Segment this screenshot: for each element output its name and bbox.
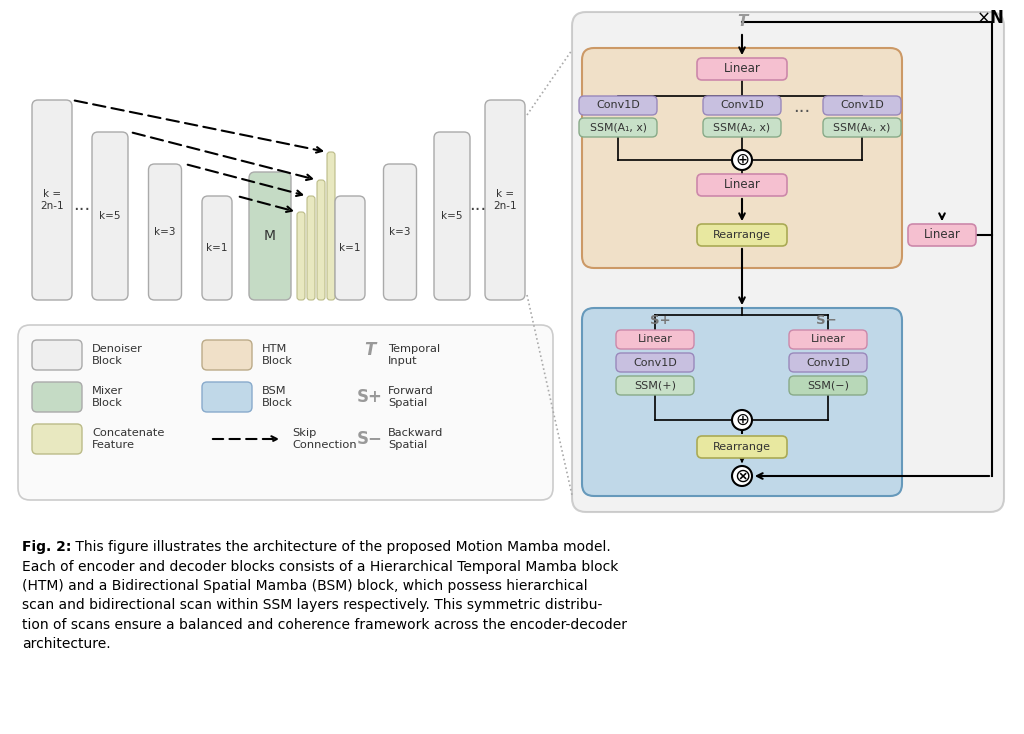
Text: k=5: k=5 (441, 211, 463, 221)
Text: SSM(A₁, x): SSM(A₁, x) (590, 123, 646, 133)
Text: architecture.: architecture. (22, 638, 111, 652)
FancyBboxPatch shape (697, 224, 787, 246)
FancyBboxPatch shape (572, 12, 1004, 512)
Circle shape (732, 410, 752, 430)
Text: This figure illustrates the architecture of the proposed Motion Mamba model.: This figure illustrates the architecture… (72, 540, 611, 554)
Text: S−: S− (357, 430, 383, 448)
FancyBboxPatch shape (616, 330, 694, 349)
FancyBboxPatch shape (202, 340, 252, 370)
FancyBboxPatch shape (249, 172, 291, 300)
FancyBboxPatch shape (384, 164, 417, 300)
Text: Concatenate
Feature: Concatenate Feature (92, 428, 165, 450)
FancyBboxPatch shape (327, 152, 335, 300)
Text: S+: S+ (649, 313, 671, 327)
FancyBboxPatch shape (434, 132, 470, 300)
Text: HTM
Block: HTM Block (262, 344, 293, 366)
Text: BSM
Block: BSM Block (262, 386, 293, 408)
FancyBboxPatch shape (616, 353, 694, 372)
Text: Linear: Linear (724, 62, 761, 76)
FancyBboxPatch shape (297, 212, 305, 300)
Text: ...: ... (74, 196, 91, 214)
Text: S+: S+ (357, 388, 383, 406)
Text: (HTM) and a Bidirectional Spatial Mamba (BSM) block, which possess hierarchical: (HTM) and a Bidirectional Spatial Mamba … (22, 579, 588, 593)
Text: SSM(+): SSM(+) (634, 380, 676, 390)
FancyBboxPatch shape (790, 376, 867, 395)
Text: tion of scans ensure a balanced and coherence framework across the encoder-decod: tion of scans ensure a balanced and cohe… (22, 618, 627, 632)
Text: Linear: Linear (924, 228, 961, 241)
FancyBboxPatch shape (32, 100, 72, 300)
Text: k=1: k=1 (339, 243, 360, 253)
FancyBboxPatch shape (703, 96, 781, 115)
Text: k=3: k=3 (389, 227, 411, 237)
FancyBboxPatch shape (317, 180, 325, 300)
Text: Fig. 2:: Fig. 2: (22, 540, 72, 554)
FancyBboxPatch shape (32, 424, 82, 454)
Text: scan and bidirectional scan within SSM layers respectively. This symmetric distr: scan and bidirectional scan within SSM l… (22, 598, 602, 612)
Text: Temporal
Input: Temporal Input (388, 344, 440, 366)
Circle shape (732, 150, 752, 170)
FancyBboxPatch shape (92, 132, 128, 300)
Text: Linear: Linear (811, 335, 846, 344)
FancyBboxPatch shape (485, 100, 525, 300)
FancyBboxPatch shape (579, 96, 657, 115)
Text: Denoiser
Block: Denoiser Block (92, 344, 143, 366)
FancyBboxPatch shape (18, 325, 553, 500)
FancyBboxPatch shape (582, 48, 902, 268)
Text: Skip
Connection: Skip Connection (292, 428, 356, 450)
Circle shape (732, 466, 752, 486)
Text: ...: ... (469, 196, 486, 214)
Text: Linear: Linear (638, 335, 673, 344)
FancyBboxPatch shape (307, 196, 315, 300)
Text: ⊕: ⊕ (735, 411, 749, 429)
Text: ...: ... (794, 98, 811, 116)
Text: SSM(A₂, x): SSM(A₂, x) (714, 123, 771, 133)
Text: k=5: k=5 (99, 211, 121, 221)
Text: Conv1D: Conv1D (840, 101, 884, 111)
FancyBboxPatch shape (790, 330, 867, 349)
Text: k =
2n-1: k = 2n-1 (40, 189, 63, 211)
Text: S−: S− (816, 313, 837, 327)
Text: SSM(Aₖ, x): SSM(Aₖ, x) (834, 123, 891, 133)
Text: k=3: k=3 (155, 227, 176, 237)
FancyBboxPatch shape (703, 118, 781, 137)
FancyBboxPatch shape (335, 196, 365, 300)
Text: Rearrange: Rearrange (713, 230, 771, 240)
Text: $\times$N: $\times$N (976, 9, 1005, 27)
Text: SSM(−): SSM(−) (807, 380, 849, 390)
FancyBboxPatch shape (823, 96, 901, 115)
Text: k=1: k=1 (206, 243, 227, 253)
FancyBboxPatch shape (790, 353, 867, 372)
FancyBboxPatch shape (579, 118, 657, 137)
FancyBboxPatch shape (616, 376, 694, 395)
FancyBboxPatch shape (202, 196, 232, 300)
FancyBboxPatch shape (697, 436, 787, 458)
Text: Conv1D: Conv1D (633, 357, 677, 368)
FancyBboxPatch shape (908, 224, 976, 246)
FancyBboxPatch shape (32, 340, 82, 370)
Text: Backward
Spatial: Backward Spatial (388, 428, 443, 450)
Text: ⊕: ⊕ (735, 151, 749, 169)
Text: Conv1D: Conv1D (806, 357, 850, 368)
Text: $\otimes$: $\otimes$ (734, 467, 751, 485)
FancyBboxPatch shape (202, 382, 252, 412)
Text: Conv1D: Conv1D (720, 101, 764, 111)
Text: T: T (365, 341, 376, 359)
FancyBboxPatch shape (823, 118, 901, 137)
Text: Forward
Spatial: Forward Spatial (388, 386, 434, 408)
Text: Linear: Linear (724, 178, 761, 192)
Text: M: M (264, 229, 276, 243)
Text: Rearrange: Rearrange (713, 442, 771, 452)
FancyBboxPatch shape (697, 58, 787, 80)
FancyBboxPatch shape (697, 174, 787, 196)
FancyBboxPatch shape (148, 164, 181, 300)
Text: Conv1D: Conv1D (596, 101, 640, 111)
Text: k =
2n-1: k = 2n-1 (494, 189, 517, 211)
Text: T: T (737, 15, 748, 29)
FancyBboxPatch shape (32, 382, 82, 412)
Text: Mixer
Block: Mixer Block (92, 386, 123, 408)
FancyBboxPatch shape (582, 308, 902, 496)
Text: Each of encoder and decoder blocks consists of a Hierarchical Temporal Mamba blo: Each of encoder and decoder blocks consi… (22, 559, 618, 573)
